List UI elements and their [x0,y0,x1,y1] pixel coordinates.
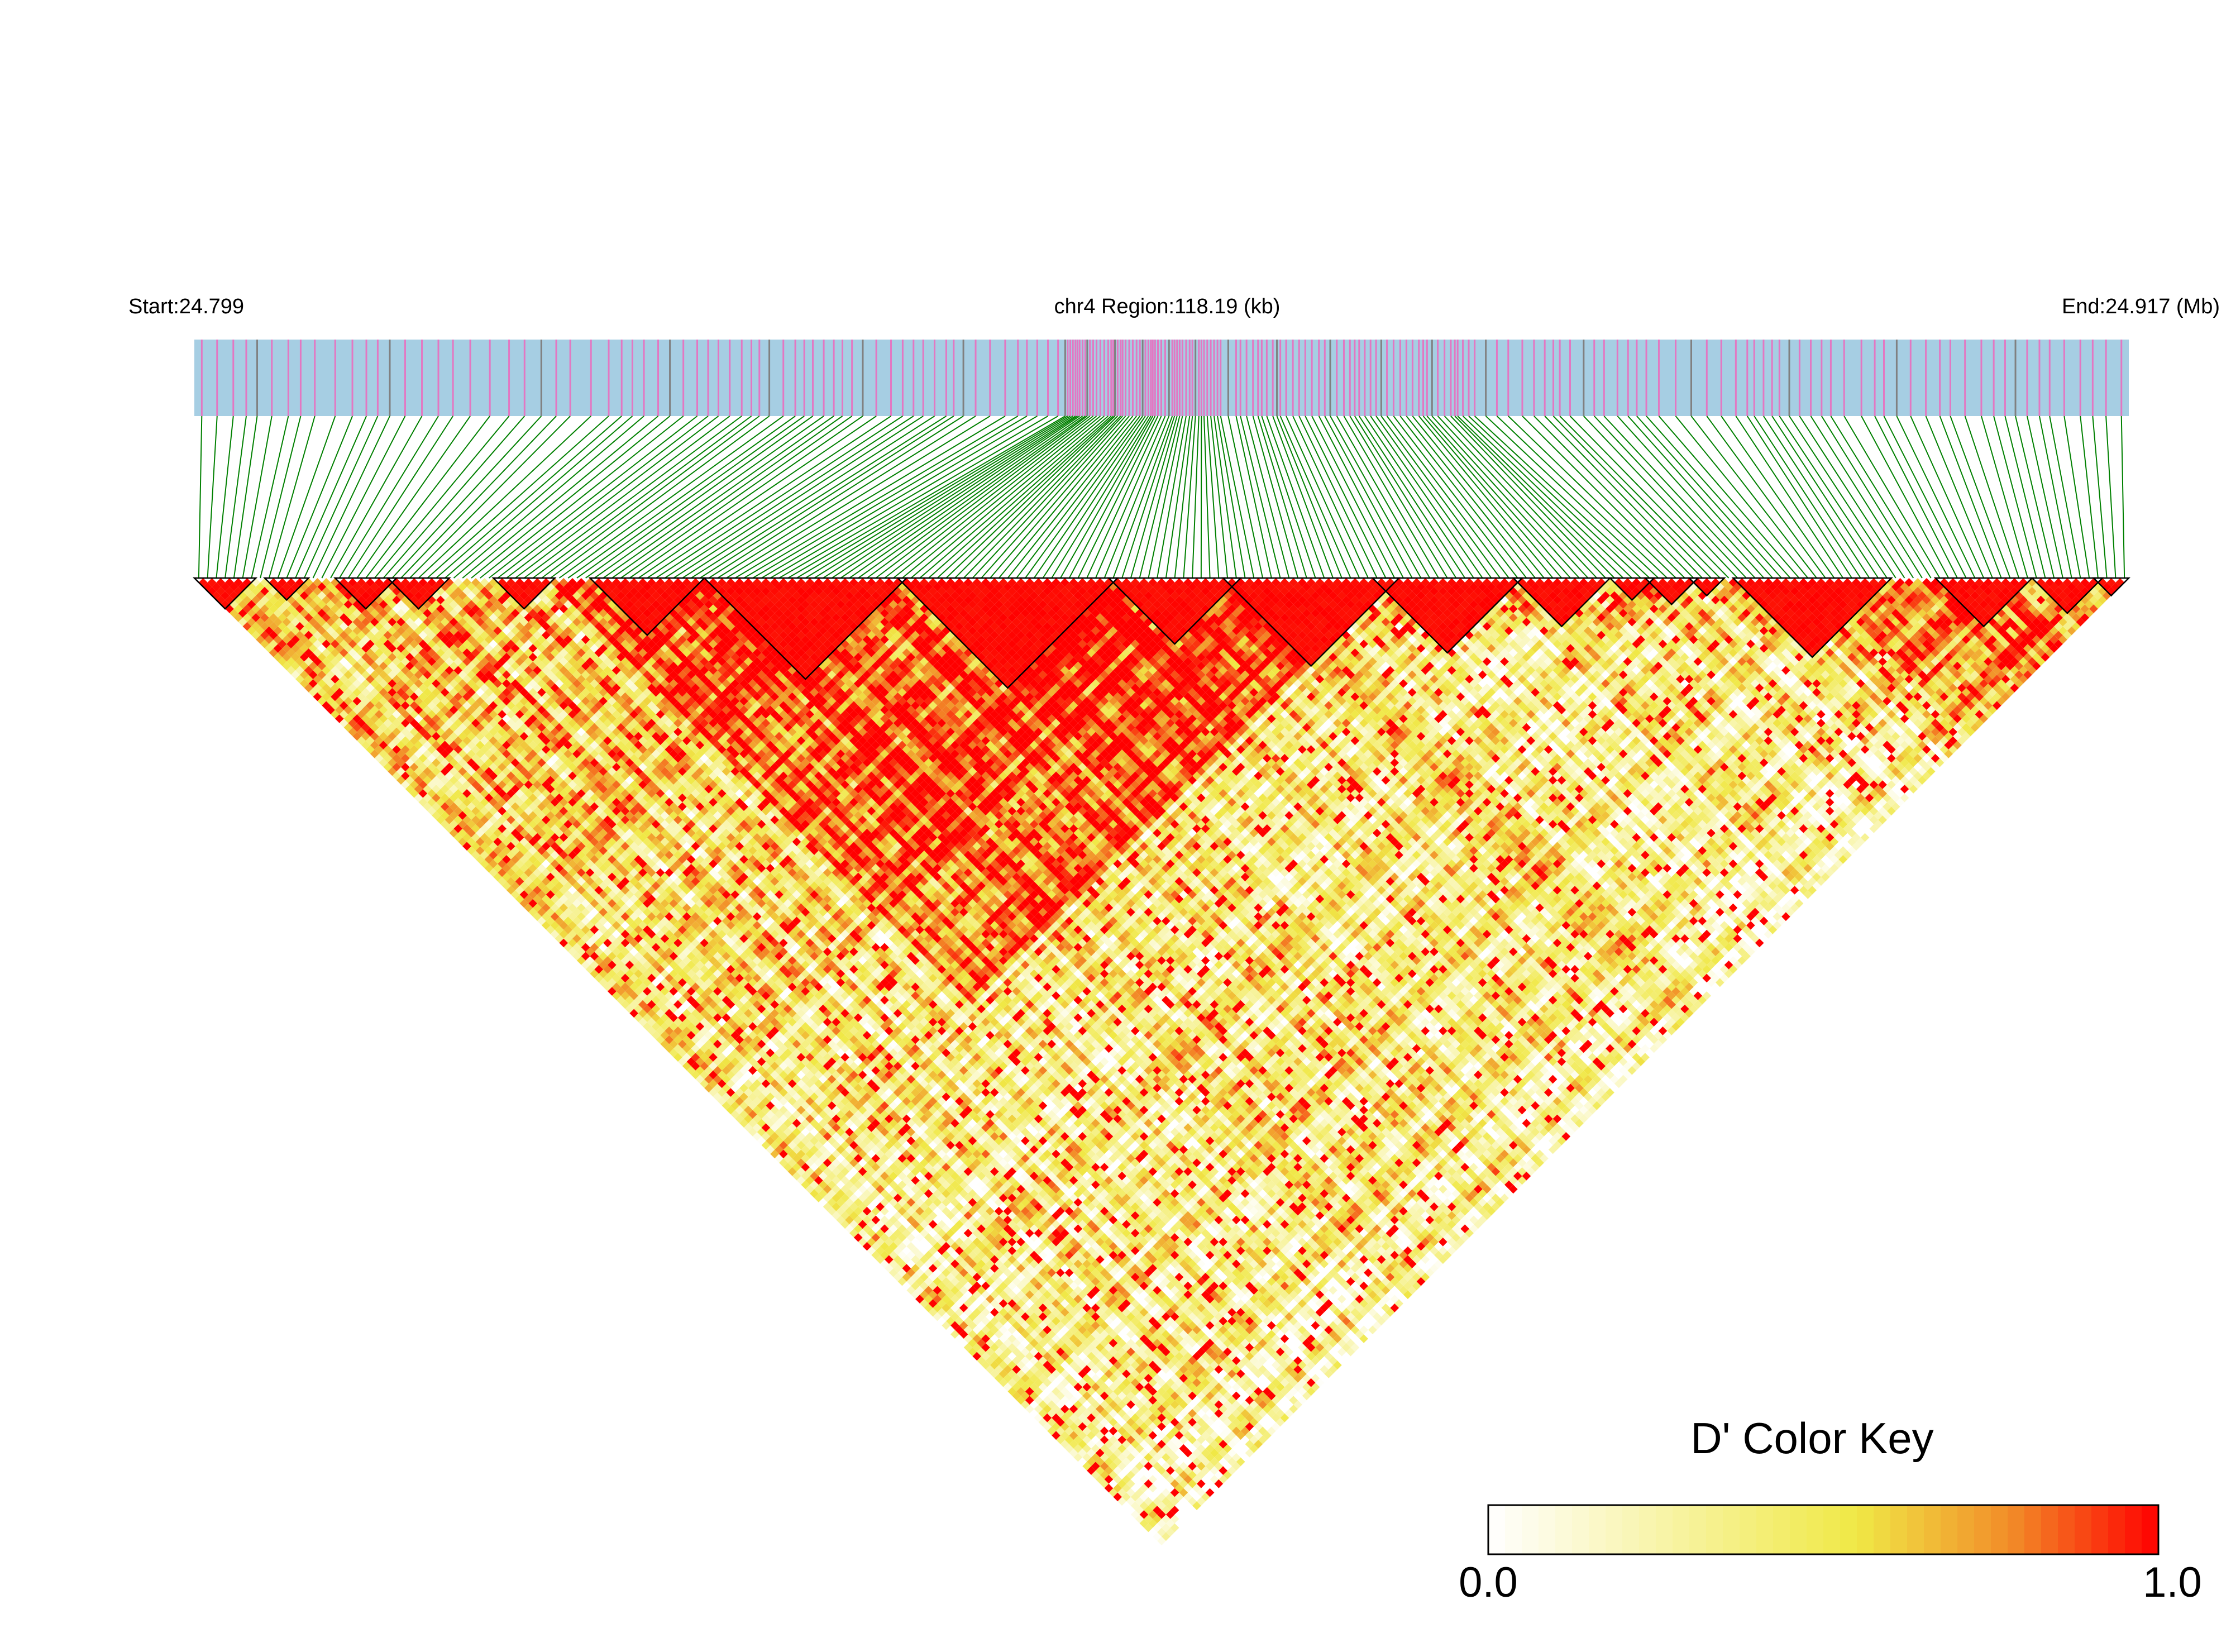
snp-connector-line [990,416,1129,578]
snp-connector-line [832,416,1078,578]
snp-connector-line [216,416,233,578]
snp-connector-line [2050,416,2080,578]
snp-connector-line [788,416,1066,578]
snp-connector-line [2027,416,2063,578]
snp-connector-line [1646,416,1790,578]
snp-connector-lines [199,416,2124,578]
snp-connector-line [1337,416,1430,578]
snp-connector-line [2080,416,2098,578]
snp-connector-line [577,416,804,578]
snp-connector-line [753,416,1027,578]
snp-connector-line [647,416,891,578]
snp-connector-line [1157,416,1186,578]
snp-connector-line [964,416,1121,578]
snp-connector-line [1637,416,1781,578]
snp-connector-line [638,416,876,578]
snp-connector-line [1736,416,1843,578]
snp-connector-line [2039,416,2072,578]
snp-connector-line [1799,416,1904,578]
snp-connector-line [1201,416,1202,578]
snp-connector-line [770,416,1048,578]
snp-connector-line [955,416,1117,578]
snp-connector-line [331,416,422,578]
snp-connector-line [225,416,246,578]
snp-connector-line [1764,416,1870,578]
snp-connector-line [1994,416,2037,578]
snp-connector-line [1262,416,1315,578]
snp-connector-line [1445,416,1597,578]
snp-connector-line [911,416,1104,578]
snp-connector-line [2064,416,2089,578]
snp-connector-line [1240,416,1280,578]
snp-connector-line [1286,416,1359,578]
snp-connector-line [779,416,1058,578]
snp-connector-line [269,416,315,578]
snp-connector-line [304,416,378,578]
ld-triangle-heatmap [199,578,2124,1545]
snp-connector-line [1370,416,1483,578]
snp-connector-line [1691,416,1817,578]
snp-connector-line [234,416,257,578]
snp-position-track [194,340,2129,416]
snp-connector-line [401,416,556,578]
snp-connector-line [313,416,390,578]
snp-connector-line [286,416,352,578]
snp-connector-line [366,416,490,578]
snp-connector-line [1293,416,1368,578]
snp-connector-line [2106,416,2115,578]
snp-connector-line [471,416,670,578]
snp-connector-line [1305,416,1386,578]
snp-connector-line [515,416,730,578]
snp-connector-line [1779,416,1887,578]
snp-connector-line [2093,416,2106,578]
snp-connector-line [735,416,1005,578]
snp-connector-line [375,416,509,578]
snp-connector-line [1469,416,1641,578]
snp-connector-line [2122,416,2124,578]
snp-connector-line [453,416,644,578]
snp-connector-line [1789,416,1896,578]
snp-connector-line [814,416,1073,578]
snp-connector-line [199,416,202,578]
snp-connector-line [392,416,541,578]
snp-connector-line [1087,416,1161,578]
snp-connector-line [823,416,1076,578]
snp-connector-line [208,416,217,578]
snp-connector-line [727,416,990,578]
snp-connector-line [260,416,300,578]
snp-connector-line [920,416,1108,578]
snp-connector-line [1438,416,1588,578]
snp-connector-line [410,416,570,578]
snp-connector-line [1406,416,1535,578]
